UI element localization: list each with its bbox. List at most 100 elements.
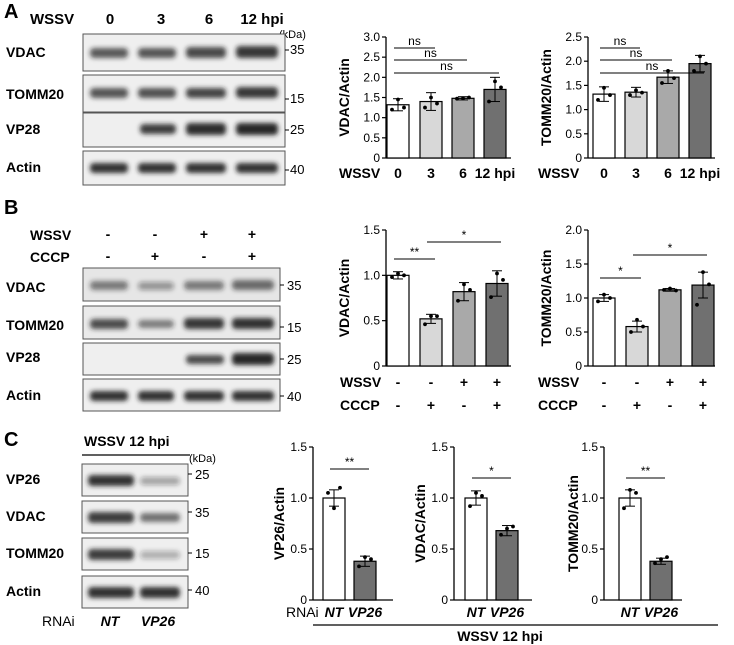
bar <box>649 560 673 601</box>
y-tick-label: 2.0 <box>565 54 582 68</box>
category-label: 12 hpi <box>475 165 515 181</box>
y-axis-label: TOMM20/Actin <box>538 49 554 146</box>
y-tick-label: 1.5 <box>363 91 380 105</box>
data-point <box>659 557 663 562</box>
bar <box>386 274 410 367</box>
data-point <box>462 282 466 287</box>
blot-label-c-tomm20: TOMM20 <box>6 545 64 561</box>
data-point <box>468 504 472 509</box>
lane-label-a-3: 12 hpi <box>240 11 283 28</box>
data-point <box>674 288 678 293</box>
bar <box>658 289 682 367</box>
data-point <box>653 561 657 566</box>
data-point <box>402 273 406 278</box>
chart-a1: 0 0.5 1.0 1.5 2.0 2.5 3.0 VDAC/Actin 0 3 6 12 hpi ns… <box>336 30 515 181</box>
blot-strip-c-vdac <box>81 500 189 534</box>
data-point <box>461 96 465 101</box>
mw-a-25: 25 <box>290 122 304 137</box>
significance-label: ns <box>614 34 627 48</box>
chart-c2: 0 0.5 1.0 1.5 VDAC/Actin NT VP26 * <box>412 440 532 620</box>
data-point <box>390 275 394 280</box>
y-tick-label: 0.5 <box>363 314 380 328</box>
wssv-axis-label-b2: WSSV <box>538 374 580 390</box>
significance-label: ** <box>345 455 355 469</box>
y-tick-label: 0.5 <box>363 131 380 145</box>
data-point <box>338 485 342 490</box>
data-point <box>423 105 427 110</box>
bar <box>618 497 642 601</box>
wssv-axis-label-a2: WSSV <box>538 165 580 181</box>
blot-strip-c-tomm20 <box>81 537 189 571</box>
cccp-axis-sign-b2-0: - <box>602 397 607 413</box>
lane-label-a-2: 6 <box>205 11 213 28</box>
data-point <box>357 564 361 569</box>
y-tick-label: 0.5 <box>565 325 582 339</box>
blot-strip-c-actin <box>81 575 189 609</box>
y-tick-label: 1.0 <box>363 268 380 282</box>
category-label: 0 <box>394 165 402 181</box>
blot-label-a-vdac: VDAC <box>6 44 46 60</box>
mw-c-40: 40 <box>195 583 209 598</box>
category-label: NT <box>467 604 487 620</box>
data-point <box>660 81 664 85</box>
y-tick-label: 1.0 <box>431 491 448 505</box>
category-label: 12 hpi <box>680 165 720 181</box>
data-point <box>640 90 644 95</box>
significance-label: * <box>668 241 673 255</box>
data-point <box>704 61 708 66</box>
y-tick-label: 0 <box>591 593 598 607</box>
y-tick-label: 1.0 <box>581 491 598 505</box>
significance-label: ns <box>646 59 659 73</box>
blot-strip-b-tomm20 <box>82 305 281 340</box>
y-tick-label: 1.5 <box>565 78 582 92</box>
bar <box>452 291 476 367</box>
data-point <box>390 107 394 112</box>
blot-strip-b-actin <box>82 378 281 412</box>
cccp-sign-b-2: - <box>202 248 207 264</box>
blot-label-c-actin: Actin <box>6 583 41 599</box>
kda-label-c: (kDa) <box>189 453 216 465</box>
blot-strip-b-vp28 <box>82 342 281 376</box>
bar <box>592 297 616 367</box>
data-point <box>602 292 606 297</box>
data-point <box>608 296 612 300</box>
cccp-axis-sign-b1-3: + <box>493 397 501 413</box>
y-tick-label: 0 <box>300 593 307 607</box>
blot-label-b-vp28: VP28 <box>6 349 40 365</box>
blot-strip-a-actin <box>82 150 286 186</box>
wssv-axis-label-b1: WSSV <box>340 374 382 390</box>
category-label: NT <box>325 604 345 620</box>
significance-label: * <box>618 264 623 278</box>
data-point <box>363 555 367 560</box>
data-point <box>641 324 645 329</box>
blot-label-c-vp26: VP26 <box>6 471 40 487</box>
mw-a-15: 15 <box>290 91 304 106</box>
data-point <box>474 491 478 495</box>
significance-label: ns <box>630 46 643 60</box>
y-tick-label: 1.5 <box>290 440 307 454</box>
significance-label: ns <box>440 59 453 73</box>
data-point <box>665 555 669 560</box>
data-point <box>487 99 491 104</box>
panel-label-a: A <box>4 1 18 23</box>
data-point <box>495 271 499 276</box>
y-tick-label: 3.0 <box>363 30 380 44</box>
mw-b-15: 15 <box>287 320 301 335</box>
bar <box>495 530 519 601</box>
data-point <box>511 524 515 529</box>
category-label: 0 <box>600 165 608 181</box>
wssv-label-a: WSSV <box>30 11 74 28</box>
bar <box>592 93 616 159</box>
blot-strip-a-vp28 <box>82 112 286 148</box>
y-axis-label: VDAC/Actin <box>412 484 428 563</box>
data-point <box>332 506 336 511</box>
data-point <box>596 299 600 304</box>
chart-c1: 0 0.5 1.0 1.5 VP26/Actin NT VP26 ** <box>271 440 393 620</box>
panel-label-c: C <box>4 429 18 451</box>
data-point <box>326 491 330 495</box>
panel-label-b: B <box>4 197 18 219</box>
y-axis-label: VDAC/Actin <box>336 259 352 338</box>
mw-a-40: 40 <box>290 162 304 177</box>
bar <box>656 76 680 159</box>
